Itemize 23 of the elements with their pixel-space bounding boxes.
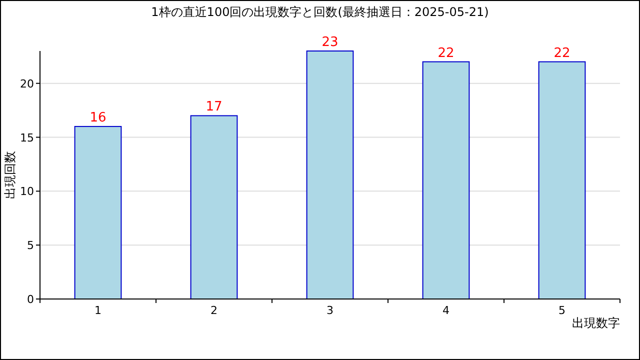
data-label: 22 <box>438 46 454 61</box>
x-tick-label: 5 <box>558 304 566 317</box>
x-tick-label: 3 <box>326 304 334 317</box>
data-label: 23 <box>322 35 338 50</box>
y-tick-label: 10 <box>20 185 34 198</box>
bar <box>306 50 354 300</box>
y-tick-label: 0 <box>27 293 34 306</box>
x-tick-label: 1 <box>94 304 102 317</box>
bar <box>538 61 586 300</box>
data-label: 16 <box>90 110 106 126</box>
chart-title: 1枠の直近100回の出現数字と回数(最終抽選日：2025-05-21) <box>151 5 489 19</box>
bar <box>74 126 122 300</box>
y-axis-title: 出現回数 <box>3 151 17 199</box>
x-tick-label: 4 <box>442 304 450 317</box>
data-label: 22 <box>554 46 570 61</box>
y-tick-label: 5 <box>27 239 34 252</box>
bar <box>422 61 470 300</box>
y-tick-label: 20 <box>20 77 34 90</box>
data-label: 17 <box>206 100 222 115</box>
bar <box>190 115 238 300</box>
x-tick-label: 2 <box>210 304 218 317</box>
x-axis-title: 出現数字 <box>572 316 620 330</box>
y-tick-label: 15 <box>20 131 34 144</box>
